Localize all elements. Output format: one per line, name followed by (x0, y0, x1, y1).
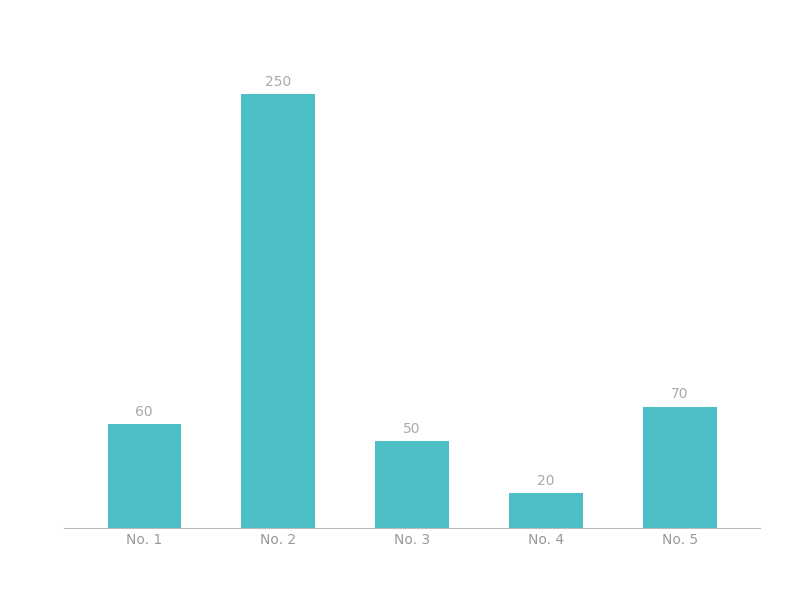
Text: 70: 70 (671, 387, 689, 401)
Bar (242, 94, 315, 528)
Text: 20: 20 (537, 474, 554, 488)
Bar (643, 407, 717, 528)
Text: 50: 50 (403, 422, 421, 436)
Bar (107, 424, 181, 528)
Text: 250: 250 (265, 75, 291, 89)
Text: 60: 60 (135, 404, 153, 419)
Bar (509, 493, 582, 528)
Bar (375, 441, 449, 528)
